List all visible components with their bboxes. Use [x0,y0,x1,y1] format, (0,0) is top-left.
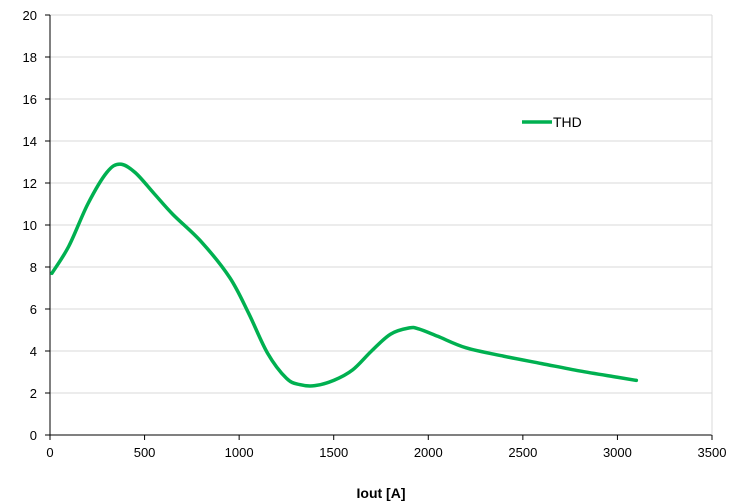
y-tick-label: 2 [30,386,37,401]
y-tick-label: 16 [23,92,37,107]
y-tick-label: 18 [23,50,37,65]
x-tick-label: 1500 [319,445,348,460]
axes [45,14,713,440]
x-tick-label: 0 [46,445,53,460]
x-axis-label: Iout [A] [357,485,406,501]
y-tick-label: 10 [23,218,37,233]
x-tick-label: 3500 [698,445,727,460]
y-tick-label: 14 [23,134,37,149]
x-tick-label: 1000 [225,445,254,460]
y-tick-labels: 0 2 4 6 8 10 12 14 16 18 20 [23,8,37,443]
gridlines [50,14,712,394]
x-tick-label: 2000 [414,445,443,460]
x-tick-label: 500 [134,445,156,460]
y-tick-label: 4 [30,344,37,359]
y-tick-label: 6 [30,302,37,317]
series-line-thd [50,162,639,388]
y-tick-label: 8 [30,260,37,275]
x-tick-labels: 0 500 1000 1500 2000 2500 3000 3500 [46,445,726,460]
series-group [50,162,639,388]
x-tick-label: 2500 [508,445,537,460]
x-tick-label: 3000 [603,445,632,460]
y-tick-label: 12 [23,176,37,191]
y-tick-label: 0 [30,428,37,443]
legend-label: THD [553,114,582,130]
y-tick-label: 20 [23,8,37,23]
legend: THD [522,114,582,130]
